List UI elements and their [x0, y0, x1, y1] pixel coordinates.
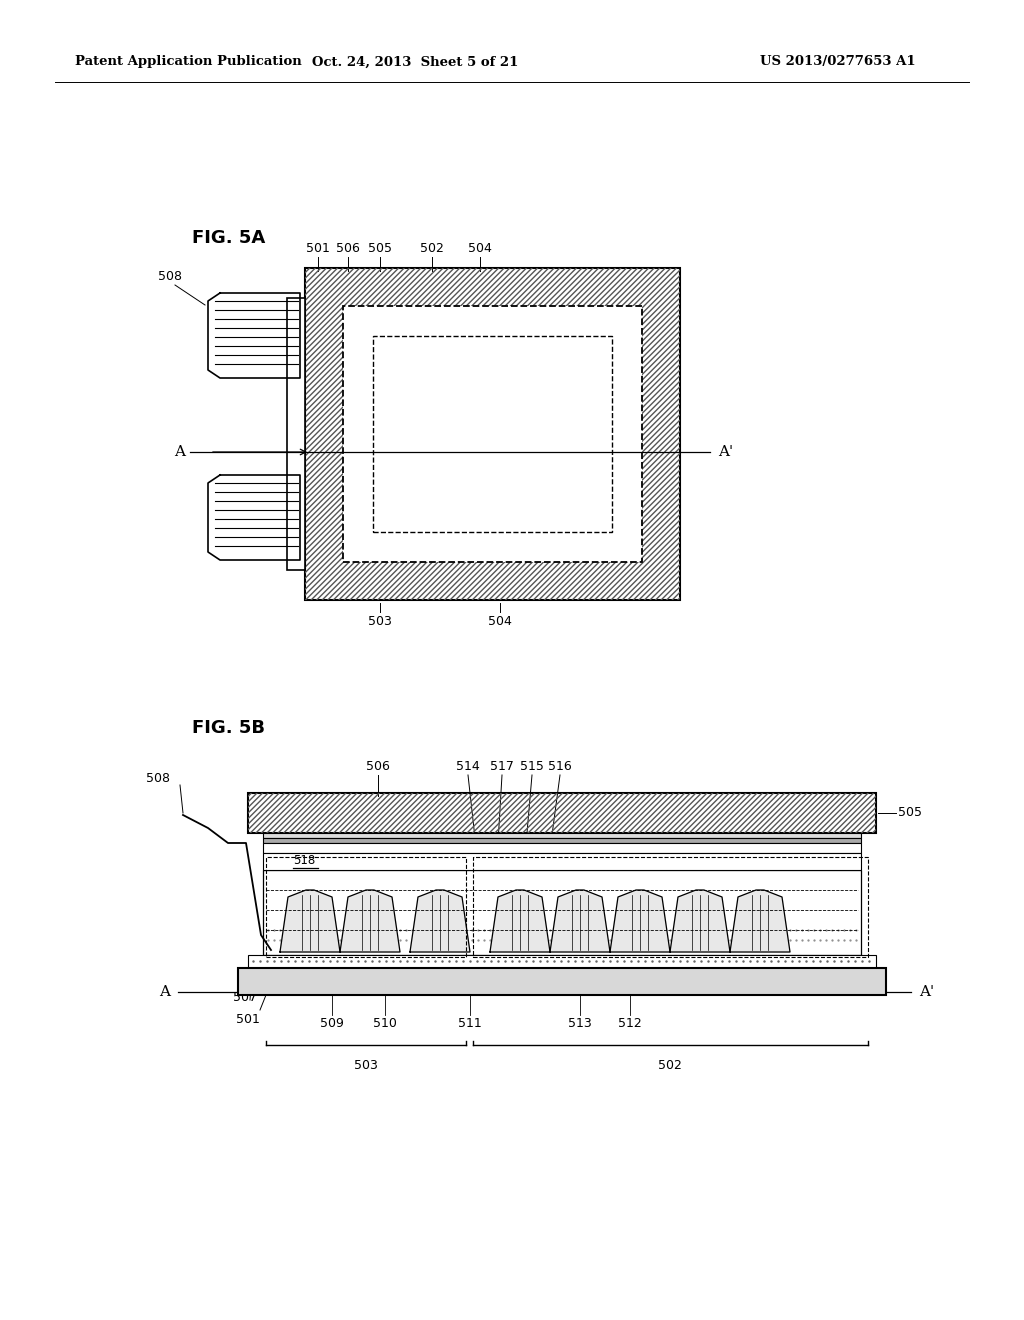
Bar: [248, 954, 876, 968]
Polygon shape: [410, 890, 470, 952]
Bar: [266, 857, 466, 957]
Text: 505: 505: [898, 807, 922, 820]
Bar: [373, 337, 612, 532]
Text: 515: 515: [520, 760, 544, 774]
Polygon shape: [550, 890, 610, 952]
Text: 512: 512: [618, 1016, 642, 1030]
Text: 511: 511: [458, 1016, 482, 1030]
Text: 505: 505: [368, 242, 392, 255]
Text: 508: 508: [146, 771, 170, 784]
Bar: [263, 870, 861, 954]
Bar: [263, 833, 861, 838]
Text: A: A: [174, 445, 185, 459]
Text: 516: 516: [548, 760, 571, 774]
Bar: [343, 306, 642, 562]
Bar: [287, 298, 305, 570]
Text: 510: 510: [373, 1016, 397, 1030]
Text: 504: 504: [468, 242, 492, 255]
Bar: [305, 268, 680, 601]
Polygon shape: [340, 890, 400, 952]
Text: 517: 517: [490, 760, 514, 774]
Text: US 2013/0277653 A1: US 2013/0277653 A1: [760, 55, 915, 69]
Bar: [238, 968, 886, 995]
Text: A: A: [159, 985, 170, 999]
Text: FIG. 5A: FIG. 5A: [193, 228, 265, 247]
Text: 509: 509: [321, 1016, 344, 1030]
Text: 503: 503: [368, 615, 392, 628]
Polygon shape: [730, 890, 790, 952]
Text: 503: 503: [354, 1059, 378, 1072]
Polygon shape: [280, 890, 340, 952]
Bar: [263, 853, 861, 870]
Bar: [248, 793, 876, 833]
Text: 501: 501: [306, 242, 330, 255]
Bar: [473, 857, 868, 957]
Polygon shape: [610, 890, 670, 952]
Text: 518: 518: [293, 854, 315, 867]
Polygon shape: [208, 475, 300, 560]
Bar: [263, 843, 861, 853]
Text: A': A': [718, 445, 733, 459]
Text: 502: 502: [420, 242, 444, 255]
Bar: [305, 268, 680, 601]
Text: 507: 507: [233, 991, 257, 1005]
Polygon shape: [670, 890, 730, 952]
Text: 502: 502: [658, 1059, 682, 1072]
Text: 506: 506: [336, 242, 360, 255]
Text: 513: 513: [568, 1016, 592, 1030]
Text: 508: 508: [158, 271, 182, 282]
Text: A': A': [919, 985, 934, 999]
Bar: [263, 838, 861, 843]
Text: 514: 514: [456, 760, 480, 774]
Text: 504: 504: [488, 615, 512, 628]
Text: Oct. 24, 2013  Sheet 5 of 21: Oct. 24, 2013 Sheet 5 of 21: [312, 55, 518, 69]
Bar: [248, 793, 876, 833]
Text: Patent Application Publication: Patent Application Publication: [75, 55, 302, 69]
Text: 506: 506: [366, 760, 390, 774]
Polygon shape: [490, 890, 550, 952]
Text: 501: 501: [237, 1012, 260, 1026]
Polygon shape: [208, 293, 300, 378]
Text: FIG. 5B: FIG. 5B: [193, 719, 265, 737]
